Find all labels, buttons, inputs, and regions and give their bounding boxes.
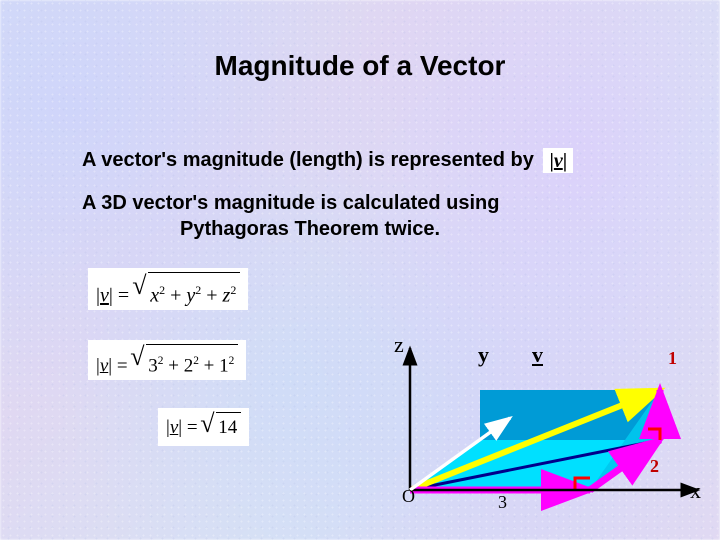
body-line-2: A 3D vector's magnitude is calculated us… [82, 192, 642, 215]
magnitude-notation: |v| [543, 148, 573, 173]
vector-diagram: z x y O v 3 2 1 [350, 330, 710, 530]
body-line-2b: Pythagoras Theorem twice. [180, 218, 440, 241]
edge-label-3: 3 [498, 492, 507, 513]
formula-general: |v| = x2 + y2 + z2 [88, 268, 248, 310]
x-axis-label: x [690, 478, 701, 504]
body-line-1-text: A vector's magnitude (length) is represe… [82, 149, 534, 171]
formula-numeric: |v| = 32 + 22 + 12 [88, 340, 246, 380]
y-axis-label: y [478, 342, 489, 368]
origin-label: O [402, 486, 415, 507]
page-title: Magnitude of a Vector [0, 50, 720, 82]
vector-label: v [532, 342, 543, 368]
edge-label-2: 2 [650, 456, 659, 477]
z-axis-label: z [394, 332, 404, 358]
slide-content: Magnitude of a Vector A vector's magnitu… [0, 0, 720, 540]
edge-label-1: 1 [668, 348, 677, 369]
formula-result: |v| = 14 [158, 408, 249, 446]
body-line-1: A vector's magnitude (length) is represe… [82, 148, 573, 173]
